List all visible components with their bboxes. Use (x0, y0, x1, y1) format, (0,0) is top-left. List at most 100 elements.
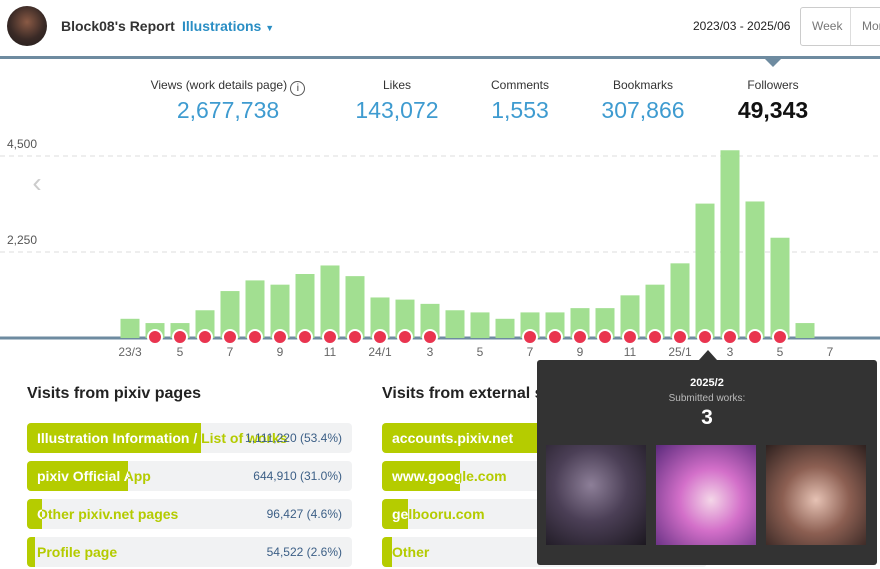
bar (120, 318, 140, 338)
x-tick-label: 11 (324, 345, 337, 359)
category-dropdown[interactable]: Illustrations ▼ (182, 18, 274, 34)
info-icon[interactable]: i (290, 81, 306, 96)
stat-value: 307,866 (601, 97, 685, 123)
work-thumbnail[interactable] (546, 445, 646, 545)
bar (720, 150, 740, 338)
stat-label: Views (work details page) i (148, 78, 308, 96)
submission-marker (522, 329, 538, 345)
source-label: Profile page (37, 544, 118, 560)
source-value: 54,522 (2.6%) (266, 545, 342, 559)
submission-marker (672, 329, 688, 345)
stat-label: Likes (382, 78, 411, 92)
stat[interactable]: Views (work details page) i 2,677,738 (148, 78, 308, 124)
bar (270, 284, 290, 338)
submission-marker (547, 329, 563, 345)
bar (295, 274, 315, 338)
share-bar: gelbooru.com (382, 499, 408, 529)
caret: ▼ (265, 23, 275, 33)
x-tick-label: 7 (227, 345, 234, 359)
stat-label: Bookmarks (612, 78, 674, 92)
bar (620, 295, 640, 338)
bar (695, 203, 715, 338)
source-label: gelbooru.com (392, 506, 408, 522)
section-title: Visits from external sites (382, 385, 572, 402)
bar (745, 201, 765, 338)
submission-marker (647, 329, 663, 345)
tab[interactable]: Week (812, 19, 843, 33)
bar (445, 310, 465, 338)
share-bar: Profile page (27, 537, 36, 567)
submission-marker (172, 329, 188, 345)
source-row[interactable]: Other pixiv.net pagesOther pixiv.net pag… (27, 499, 352, 529)
source-label: gelbooru.com (392, 506, 485, 522)
source-row[interactable]: Illustration Information / List of works… (27, 423, 352, 453)
stat-label-text: Views (work details page) (150, 78, 288, 92)
submission-marker (347, 329, 363, 345)
stat[interactable]: Bookmarks 307,866 (563, 78, 723, 124)
bar (470, 312, 490, 338)
submission-marker (272, 329, 288, 345)
share-bar: Other (382, 537, 392, 567)
work-thumbnail[interactable] (656, 445, 756, 545)
chart: ‹ 2,250 4,500 23/3 5 7 9 11 24/1 3 5 7 9 11 25/1 3 5 7 (0, 137, 880, 359)
date-range[interactable]: 2023/03 - 2025/06 (693, 19, 791, 33)
submission-marker (772, 329, 788, 345)
source-value: 1,111,220 (53.4%) (245, 431, 342, 445)
submission-marker (222, 329, 238, 345)
x-tick-label: 11 (624, 345, 637, 359)
stat[interactable]: Comments 1,553 (440, 78, 600, 124)
source-row[interactable]: Profile pageProfile page 54,522 (2.6%) (27, 537, 352, 567)
bar (345, 276, 365, 338)
submission-marker (572, 329, 588, 345)
source-value: 96,427 (4.6%) (266, 507, 342, 521)
header: Block08's Report Illustrations ▼ 2023/03… (0, 0, 880, 57)
y-tick-label: 4,500 (7, 137, 37, 151)
submission-marker (397, 329, 413, 345)
bar (570, 308, 590, 338)
source-label: Other pixiv.net pages (37, 506, 179, 522)
x-tick-label: 24/1 (368, 345, 392, 359)
submission-marker (597, 329, 613, 345)
stat-value: 1,553 (491, 97, 549, 123)
tab[interactable]: Month (862, 19, 880, 33)
selected-notch (764, 58, 782, 67)
bar (595, 308, 615, 338)
stat[interactable]: Likes 143,072 (317, 78, 477, 124)
x-tick-label: 9 (277, 345, 284, 359)
source-label: pixiv Official App (37, 468, 128, 484)
submission-marker (697, 329, 713, 345)
bar (420, 303, 440, 338)
bar (495, 318, 515, 338)
stat-value: 143,072 (355, 97, 439, 123)
category: Illustrations (182, 18, 262, 34)
submission-marker (747, 329, 763, 345)
share-bar: www.google.com (382, 461, 460, 491)
bar (645, 284, 665, 338)
work-thumbnail[interactable] (766, 445, 866, 545)
x-tick-label: 23/3 (118, 345, 142, 359)
submission-marker (322, 329, 338, 345)
stat[interactable]: Followers 49,343 (693, 78, 853, 124)
x-tick-label: 7 (827, 345, 834, 359)
x-tick-label: 3 (727, 345, 734, 359)
stat-value: 49,343 (737, 97, 809, 123)
avatar[interactable] (7, 6, 47, 46)
stat-label: Comments (490, 78, 549, 92)
share-bar: accounts.pixiv.net (382, 423, 538, 453)
bar (320, 265, 340, 338)
tooltip-title: 2025/2 (690, 377, 724, 389)
submission-marker (197, 329, 213, 345)
share-bar: pixiv Official App (27, 461, 128, 491)
x-tick-label: 25/1 (668, 345, 692, 359)
bar (370, 297, 390, 338)
section-title: Visits from pixiv pages (27, 385, 201, 402)
share-bar: Other pixiv.net pages (27, 499, 42, 529)
prev-arrow[interactable]: ‹ (32, 167, 41, 198)
submission-marker (372, 329, 388, 345)
submission-marker (622, 329, 638, 345)
period-tabs: Week Month (800, 7, 880, 46)
y-tick-label: 2,250 (7, 233, 37, 247)
stat-label: Followers (747, 78, 799, 92)
